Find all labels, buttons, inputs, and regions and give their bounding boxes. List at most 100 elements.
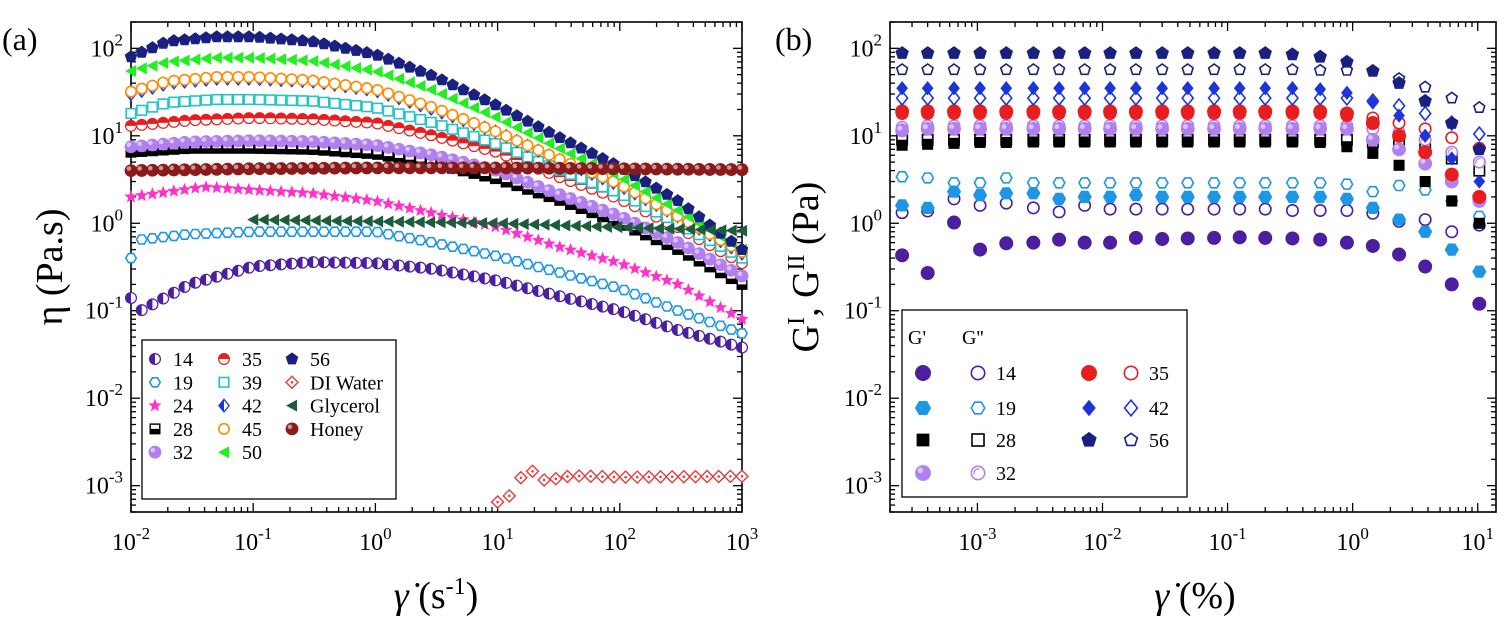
data-point [478,121,491,134]
storage-point [920,104,935,119]
data-point [606,207,620,221]
data-point [178,54,190,67]
data-point [178,73,191,86]
storage-point [1052,121,1067,136]
data-point [242,71,255,84]
data-point [414,64,427,77]
loss-point [973,63,987,76]
data-point [489,274,502,287]
series-honey [124,161,749,178]
data-point [351,215,363,228]
data-point [264,112,277,125]
loss-point [1258,63,1272,76]
data-point [307,256,320,269]
data-point [124,190,138,203]
data-point [468,140,481,153]
storage-point [1392,75,1406,89]
data-point [243,93,255,106]
data-point [371,117,384,130]
data-point [392,199,406,212]
data-point [200,273,213,286]
storage-point [896,139,908,151]
storage-point [999,104,1014,119]
data-point [585,162,599,175]
storage-point [1077,121,1092,136]
data-point [703,163,717,176]
data-point [360,138,374,152]
data-point [392,259,405,272]
data-point [735,163,749,177]
loss-point [895,171,909,183]
data-point [489,250,502,262]
data-point [200,113,213,126]
data-point [146,79,159,92]
data-point [306,135,320,149]
data-point [499,223,513,236]
data-point [435,264,448,277]
loss-point [973,89,987,107]
data-point [125,65,137,78]
legend-label: 35 [242,349,262,371]
data-point [660,320,673,333]
data-point [465,216,477,229]
data-point [569,219,581,232]
storage-point [1156,136,1168,148]
storage-point [999,236,1014,251]
data-point [652,222,664,235]
data-point [455,216,467,229]
data-point [467,245,481,257]
data-point [703,332,716,345]
data-point [274,162,288,175]
data-point [639,292,652,304]
data-point [489,137,502,150]
data-point [253,112,266,125]
storage-point [1026,46,1041,59]
legend-marker [148,376,162,388]
data-point [575,272,588,284]
data-point [392,215,404,228]
data-point [221,112,234,125]
data-point [360,226,373,237]
data-point [381,196,395,210]
data-point [371,139,384,153]
legend-loss-marker [971,433,985,447]
data-point [253,134,267,148]
data-point [146,41,159,54]
data-point [285,162,299,175]
data-point [231,134,245,148]
data-point [135,234,148,245]
data-point [467,161,481,175]
data-point [360,193,374,206]
data-point [296,73,309,86]
data-point [457,97,469,110]
data-point [585,199,599,213]
data-point [296,34,309,47]
data-point [684,223,696,236]
data-point [671,204,683,217]
storage-point [947,46,961,59]
storage-point [1366,63,1380,77]
data-point [414,161,427,175]
data-point [457,268,470,281]
data-point [511,146,523,158]
data-point [692,162,706,176]
data-point [694,223,706,236]
data-point [413,216,425,229]
loss-point [1181,202,1195,216]
data-point [329,97,341,109]
data-point [199,163,213,176]
data-point [692,312,706,324]
loss-point [999,89,1013,107]
data-point [403,144,417,158]
legend-label: 28 [996,430,1016,452]
storage-point [973,104,988,119]
data-point [157,98,169,110]
data-point [507,217,519,230]
legend-marker [149,353,162,366]
storage-point [1258,190,1273,204]
data-point [531,180,545,193]
data-point [317,37,331,50]
storage-point [1258,104,1273,119]
panel-b-frame [889,21,1497,513]
storage-point [1052,232,1067,247]
